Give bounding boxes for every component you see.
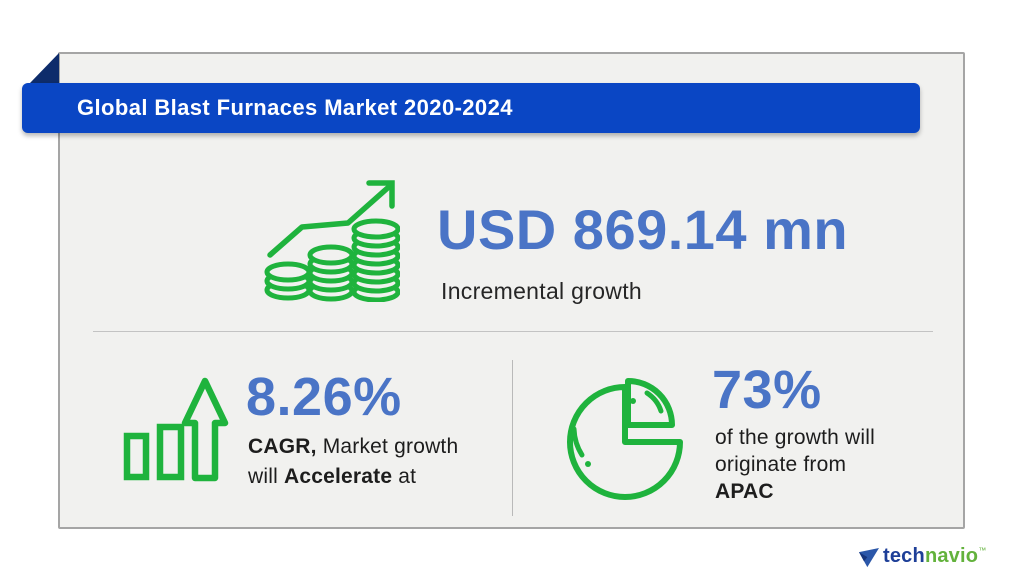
cagr-line1-rest: Market growth (316, 435, 459, 458)
cagr-line2-post: at (392, 465, 417, 488)
ribbon-fold (30, 53, 59, 83)
regional-growth-value: 73% (712, 360, 822, 420)
cagr-line2: will Accelerate at (248, 462, 458, 492)
regional-region-bold: APAC (715, 480, 774, 503)
title-banner: Global Blast Furnaces Market 2020-2024 (22, 83, 920, 133)
cagr-label-bold: CAGR, (248, 435, 317, 458)
banner-title: Global Blast Furnaces Market 2020-2024 (77, 95, 513, 120)
cagr-line1: CAGR, Market growth (248, 432, 458, 462)
technavio-logo-icon (859, 547, 879, 567)
cagr-accelerate-bold: Accelerate (284, 465, 393, 488)
cagr-description: CAGR, Market growth will Accelerate at (248, 432, 458, 492)
cagr-line2-pre: will (248, 465, 284, 488)
bar-chart-up-arrow-icon (123, 377, 229, 482)
vertical-divider (512, 360, 513, 516)
horizontal-divider (93, 331, 933, 332)
trademark-symbol: ™ (978, 546, 987, 555)
pie-chart-icon (567, 378, 683, 500)
coins-growth-arrow-icon (264, 180, 400, 302)
regional-line2: originate from (715, 453, 847, 476)
logo-text-navio: navio (924, 545, 979, 567)
incremental-growth-label: Incremental growth (441, 278, 642, 304)
cagr-value: 8.26% (246, 367, 402, 427)
logo-text-tech: tech (883, 545, 925, 567)
incremental-growth-value: USD 869.14 mn (437, 198, 849, 261)
regional-growth-description: of the growth will originate from APAC (715, 424, 875, 505)
technavio-logo: tech navio ™ (858, 545, 986, 568)
regional-line1: of the growth will (715, 426, 876, 449)
